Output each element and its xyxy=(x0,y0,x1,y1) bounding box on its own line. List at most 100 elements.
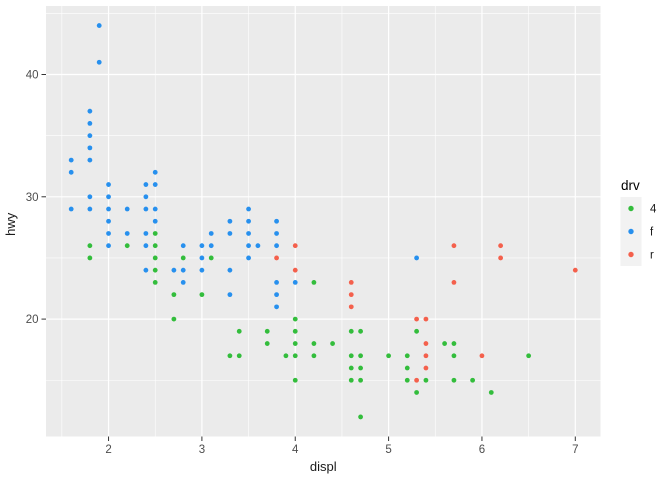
data-point-drv-4 xyxy=(348,365,354,371)
data-point-drv-4 xyxy=(87,255,93,261)
legend-entry-label: 4 xyxy=(650,204,657,216)
data-point-drv-4 xyxy=(311,280,317,285)
data-point-drv-4 xyxy=(152,231,158,236)
data-point-drv-f xyxy=(152,206,158,212)
data-point-drv-r xyxy=(414,377,420,383)
y-axis-tick-label: 30 xyxy=(26,192,39,204)
data-point-drv-4 xyxy=(423,377,429,383)
data-point-drv-4 xyxy=(358,353,363,359)
data-point-drv-f xyxy=(274,231,279,236)
data-point-drv-f xyxy=(143,206,149,212)
data-point-drv-4 xyxy=(488,390,494,395)
data-point-drv-4 xyxy=(264,328,270,334)
data-point-drv-4 xyxy=(451,341,457,346)
data-point-drv-f xyxy=(255,243,261,249)
data-point-drv-4 xyxy=(414,390,420,395)
x-axis-tick-label: 4 xyxy=(292,444,299,456)
x-axis-tick-label: 2 xyxy=(105,444,111,456)
legend-title: drv xyxy=(621,178,640,193)
x-axis-tick-label: 3 xyxy=(199,444,205,456)
data-point-drv-f xyxy=(246,255,251,261)
x-axis-tick-label: 7 xyxy=(572,444,578,456)
data-point-drv-4 xyxy=(171,292,177,298)
data-point-drv-f xyxy=(274,280,279,285)
data-point-drv-4 xyxy=(199,292,205,298)
data-point-drv-4 xyxy=(451,377,457,383)
data-point-drv-f xyxy=(87,194,93,200)
data-point-drv-4 xyxy=(404,365,410,371)
data-point-drv-4 xyxy=(171,316,177,322)
data-point-drv-f xyxy=(106,231,111,236)
data-point-drv-r xyxy=(414,316,420,322)
data-point-drv-f xyxy=(96,23,102,28)
data-point-drv-f xyxy=(143,243,149,249)
data-point-drv-f xyxy=(87,157,93,163)
data-point-drv-4 xyxy=(152,255,158,261)
data-point-drv-f xyxy=(87,121,93,126)
data-point-drv-f xyxy=(274,292,279,298)
data-point-drv-4 xyxy=(348,353,354,359)
x-axis-tick-label: 5 xyxy=(385,444,391,456)
data-point-drv-f xyxy=(152,169,158,175)
data-point-drv-4 xyxy=(124,243,130,249)
data-point-drv-f xyxy=(274,304,279,310)
data-point-drv-4 xyxy=(292,328,298,334)
data-point-drv-4 xyxy=(451,353,457,359)
data-point-drv-4 xyxy=(330,341,335,346)
data-point-drv-f xyxy=(180,280,186,285)
data-point-drv-4 xyxy=(358,328,363,334)
data-point-drv-f xyxy=(274,243,279,249)
data-point-drv-f xyxy=(68,157,74,163)
data-point-drv-4 xyxy=(87,243,93,249)
data-point-drv-4 xyxy=(227,353,233,359)
data-point-drv-r xyxy=(451,280,457,285)
data-point-drv-4 xyxy=(292,341,298,346)
data-point-drv-f xyxy=(274,218,279,224)
data-point-drv-f xyxy=(143,231,149,236)
data-point-drv-f xyxy=(208,243,214,249)
data-point-drv-f xyxy=(246,243,251,249)
data-point-drv-4 xyxy=(442,341,448,346)
data-point-drv-f xyxy=(87,108,93,114)
data-point-drv-f xyxy=(106,243,111,249)
data-point-drv-r xyxy=(274,255,279,261)
data-point-drv-4 xyxy=(404,353,410,359)
data-point-drv-f xyxy=(199,243,205,249)
x-axis-tick-label: 6 xyxy=(479,444,485,456)
data-point-drv-r xyxy=(423,365,429,371)
data-point-drv-r xyxy=(292,243,298,249)
legend-entry-label: f xyxy=(650,227,654,239)
data-point-drv-r xyxy=(423,341,429,346)
data-point-drv-f xyxy=(246,206,251,212)
data-point-drv-4 xyxy=(292,316,298,322)
data-point-drv-f xyxy=(68,169,74,175)
data-point-drv-4 xyxy=(208,255,214,261)
x-axis-title: displ xyxy=(310,459,337,474)
data-point-drv-4 xyxy=(264,341,270,346)
data-point-drv-4 xyxy=(311,353,317,359)
legend-key-dot-r xyxy=(628,251,634,258)
data-point-drv-4 xyxy=(414,328,420,334)
data-point-drv-4 xyxy=(311,341,317,346)
data-point-drv-f xyxy=(143,267,149,273)
data-point-drv-4 xyxy=(404,377,410,383)
data-point-drv-f xyxy=(143,182,149,187)
data-point-drv-4 xyxy=(152,267,158,273)
data-point-drv-4 xyxy=(180,255,186,261)
data-point-drv-f xyxy=(199,267,205,273)
data-point-drv-f xyxy=(143,194,149,200)
data-point-drv-4 xyxy=(292,377,298,383)
data-point-drv-4 xyxy=(526,353,532,359)
data-point-drv-r xyxy=(572,267,578,273)
y-axis-title: hwy xyxy=(3,212,18,236)
data-point-drv-f xyxy=(227,231,233,236)
data-point-drv-r xyxy=(348,304,354,310)
legend-entry-label: r xyxy=(650,250,654,262)
data-point-drv-4 xyxy=(358,377,363,383)
legend-key-dot-4 xyxy=(628,205,634,212)
data-point-drv-f xyxy=(106,206,111,212)
data-point-drv-f xyxy=(180,267,186,273)
data-point-drv-f xyxy=(246,218,251,224)
